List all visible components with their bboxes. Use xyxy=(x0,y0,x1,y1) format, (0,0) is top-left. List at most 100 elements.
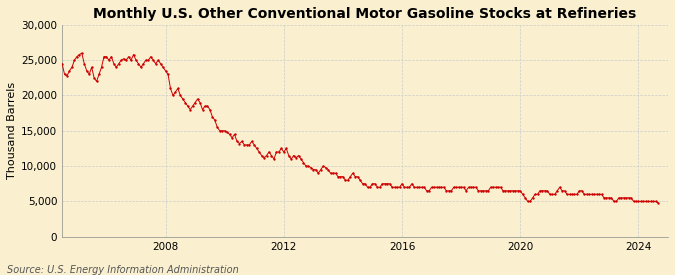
Point xyxy=(284,153,294,158)
Point xyxy=(394,185,405,189)
Point xyxy=(397,182,408,186)
Point xyxy=(495,185,506,189)
Point xyxy=(429,185,439,189)
Point xyxy=(266,153,277,158)
Point xyxy=(456,185,466,189)
Point xyxy=(194,100,205,105)
Point xyxy=(138,62,148,66)
Point xyxy=(559,189,570,193)
Point xyxy=(545,192,556,197)
Point xyxy=(478,189,489,193)
Point xyxy=(91,79,102,84)
Point xyxy=(109,62,119,66)
Point xyxy=(113,62,124,66)
Point xyxy=(411,185,422,189)
Point xyxy=(298,160,309,165)
Point xyxy=(379,182,390,186)
Point xyxy=(106,54,117,59)
Point xyxy=(466,185,477,189)
Point xyxy=(126,58,136,62)
Point xyxy=(153,58,163,62)
Point xyxy=(439,185,450,189)
Point xyxy=(320,165,331,170)
Point xyxy=(291,155,302,160)
Point xyxy=(596,192,607,197)
Point xyxy=(530,192,541,197)
Point xyxy=(190,100,200,105)
Point xyxy=(626,196,637,200)
Point xyxy=(611,199,622,204)
Point xyxy=(557,189,568,193)
Point xyxy=(524,199,535,204)
Point xyxy=(67,65,78,70)
Point xyxy=(473,189,484,193)
Point xyxy=(481,189,491,193)
Point xyxy=(128,52,139,57)
Point xyxy=(163,72,173,76)
Point xyxy=(86,65,97,70)
Point xyxy=(173,86,184,91)
Point xyxy=(167,93,178,98)
Point xyxy=(451,185,462,189)
Point xyxy=(158,65,169,70)
Point xyxy=(485,185,496,189)
Point xyxy=(345,174,356,179)
Point xyxy=(165,86,176,91)
Point xyxy=(323,167,333,172)
Point xyxy=(653,200,664,205)
Point xyxy=(261,153,272,158)
Point xyxy=(303,164,314,168)
Point xyxy=(483,189,493,193)
Point xyxy=(293,153,304,158)
Point xyxy=(630,199,641,204)
Point xyxy=(330,171,341,175)
Point xyxy=(94,72,105,76)
Point xyxy=(375,185,385,189)
Point xyxy=(273,150,284,154)
Point xyxy=(618,196,629,200)
Point xyxy=(638,199,649,204)
Point xyxy=(493,185,504,189)
Point xyxy=(49,71,60,75)
Point xyxy=(232,139,242,144)
Point xyxy=(308,167,319,172)
Point xyxy=(589,192,599,197)
Point xyxy=(227,136,238,140)
Point xyxy=(42,52,53,57)
Point xyxy=(562,192,572,197)
Point xyxy=(572,192,583,197)
Point xyxy=(111,65,122,70)
Point xyxy=(269,157,279,161)
Point xyxy=(355,178,366,182)
Point xyxy=(636,199,647,204)
Point xyxy=(389,185,400,189)
Point xyxy=(249,143,260,147)
Point xyxy=(426,185,437,189)
Point xyxy=(271,150,281,154)
Point xyxy=(542,189,553,193)
Point xyxy=(505,189,516,193)
Point xyxy=(342,178,353,182)
Point xyxy=(88,76,99,80)
Point xyxy=(421,189,432,193)
Point xyxy=(404,185,415,189)
Point xyxy=(441,189,452,193)
Point xyxy=(99,54,109,59)
Point xyxy=(133,62,144,66)
Point xyxy=(340,178,351,182)
Point xyxy=(209,118,220,122)
Point xyxy=(145,54,156,59)
Point xyxy=(443,189,454,193)
Point xyxy=(510,189,520,193)
Point xyxy=(650,199,661,204)
Point xyxy=(470,185,481,189)
Point xyxy=(431,185,442,189)
Point xyxy=(155,62,166,66)
Point xyxy=(488,185,499,189)
Point xyxy=(192,97,203,101)
Point xyxy=(64,68,75,73)
Point xyxy=(402,185,412,189)
Point xyxy=(603,196,614,200)
Point xyxy=(554,185,565,189)
Point xyxy=(392,185,402,189)
